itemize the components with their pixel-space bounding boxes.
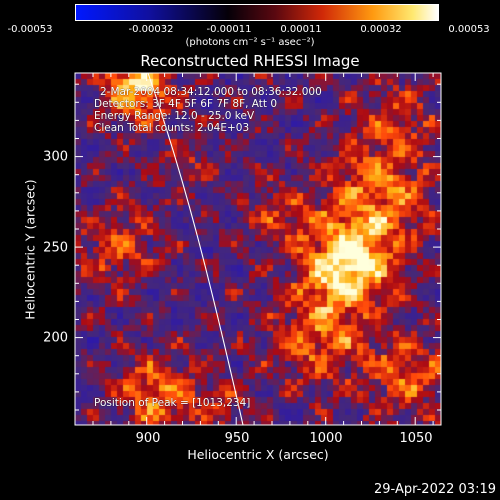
y-tick-label: 300 xyxy=(43,149,68,165)
y-tick-label: 200 xyxy=(43,330,68,346)
timestamp: 29-Apr-2022 03:19 xyxy=(374,482,496,497)
colorbar-tick: 0.00011 xyxy=(280,24,322,35)
peak-position-label: Position of Peak = [1013,234] xyxy=(94,397,251,409)
plot-title: Reconstructed RHESSI Image xyxy=(140,52,360,70)
y-axis-label: Heliocentric Y (arcsec) xyxy=(22,179,38,320)
colorbar-tick: 0.00032 xyxy=(360,24,402,35)
x-tick-label: 900 xyxy=(135,431,161,446)
x-tick-label: 1000 xyxy=(309,431,343,446)
colorbar-tick: 0.00053 xyxy=(448,24,490,35)
colorbar-tick: -0.00053 xyxy=(7,24,53,35)
x-tick-label: 1050 xyxy=(399,431,433,446)
info-line-detectors: Detectors: 3F 4F 5F 6F 7F 8F, Att 0 xyxy=(94,98,278,110)
colorbar-tick: -0.00032 xyxy=(128,24,174,35)
colorbar-tick: -0.00011 xyxy=(206,24,252,35)
colorbar-units: (photons cm⁻² s⁻¹ asec⁻²) xyxy=(185,37,315,48)
x-axis-label: Heliocentric X (arcsec) xyxy=(187,447,329,462)
y-tick-label: 250 xyxy=(43,240,68,256)
x-tick-label: 950 xyxy=(224,431,250,446)
colorbar xyxy=(75,4,439,21)
info-line-date: 2-Mar-2004 08:34:12.000 to 08:36:32.000 xyxy=(100,86,322,98)
info-line-energy: Energy Range: 12.0 - 25.0 keV xyxy=(94,110,255,122)
colorbar-gradient xyxy=(76,5,438,20)
info-line-counts: Clean Total counts: 2.04E+03 xyxy=(94,122,250,134)
